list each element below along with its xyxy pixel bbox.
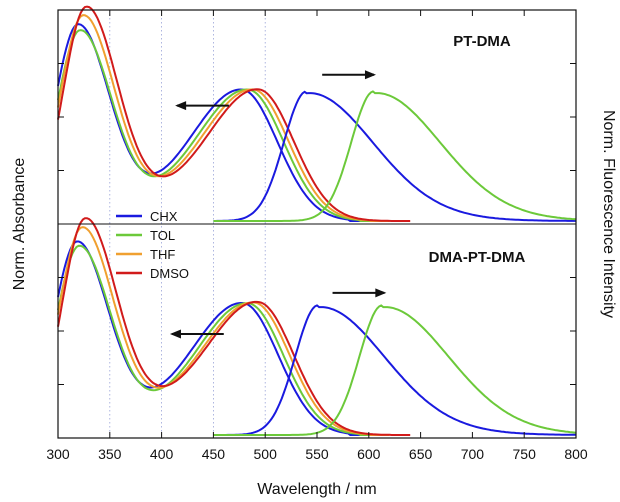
legend-label-dmso: DMSO <box>150 266 189 281</box>
x-tick-label-300: 300 <box>46 446 70 462</box>
emission-line-chx-panel-0 <box>213 90 576 222</box>
y-axis-label-left: Norm. Absorbance <box>11 158 28 291</box>
emission-line-chx-panel-1 <box>213 304 576 436</box>
shift-arrow-head-0-1 <box>364 70 376 80</box>
x-tick-label-400: 400 <box>150 446 174 462</box>
absorption-line-tol-panel-0 <box>57 29 380 222</box>
absorption-line-dmso-panel-1 <box>57 217 411 436</box>
x-tick-label-600: 600 <box>357 446 381 462</box>
x-tick-label-800: 800 <box>564 446 588 462</box>
x-tick-label-450: 450 <box>202 446 226 462</box>
absorption-line-tol-panel-1 <box>57 244 380 436</box>
panel-title-top: PT-DMA <box>453 33 511 50</box>
curves <box>57 5 577 436</box>
axis-ticks: 300 350 400 450 500 550 600 650 700 750 800 <box>46 10 588 462</box>
absorption-line-thf-panel-0 <box>57 14 390 222</box>
legend-label-chx: CHX <box>150 209 178 224</box>
emission-line-tol-panel-1 <box>213 304 577 436</box>
panel-title-bottom: DMA-PT-DMA <box>429 249 526 266</box>
shift-arrow-head-0-0 <box>175 101 187 111</box>
x-tick-label-750: 750 <box>513 446 537 462</box>
emission-line-tol-panel-0 <box>213 90 577 222</box>
x-tick-label-350: 350 <box>98 446 122 462</box>
x-tick-label-700: 700 <box>461 446 485 462</box>
x-tick-label-550: 550 <box>305 446 329 462</box>
absorption-line-chx-panel-1 <box>57 240 369 436</box>
absorption-line-thf-panel-1 <box>57 226 390 436</box>
x-axis-label: Wavelength / nm <box>257 481 376 498</box>
shift-arrows <box>169 70 387 339</box>
legend-label-thf: THF <box>150 247 175 262</box>
x-tick-label-500: 500 <box>254 446 278 462</box>
legend: CHX TOL THF DMSO <box>116 209 189 281</box>
shift-arrow-head-1-1 <box>375 288 387 298</box>
y-axis-label-right: Norm. Fluorescence Intensity <box>600 110 617 318</box>
x-tick-label-650: 650 <box>409 446 433 462</box>
shift-arrow-head-1-0 <box>169 329 181 339</box>
grid-lines <box>109 10 266 438</box>
absorption-line-dmso-panel-0 <box>57 5 411 222</box>
legend-label-tol: TOL <box>150 228 175 243</box>
